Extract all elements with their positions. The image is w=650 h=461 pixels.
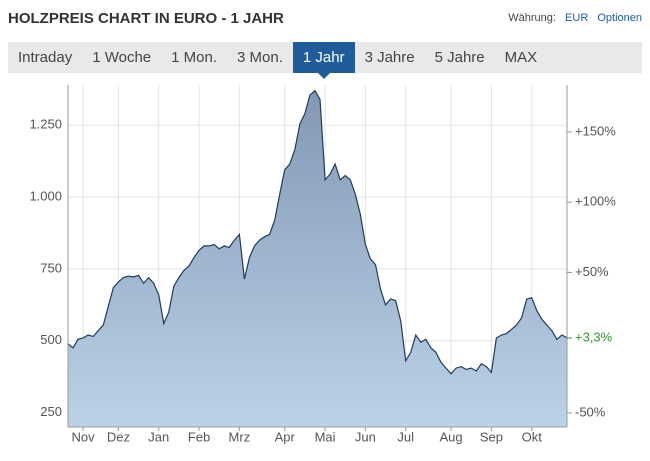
y-tick-label: 500 bbox=[40, 332, 62, 347]
x-tick-label: Jul bbox=[397, 429, 414, 444]
area bbox=[68, 90, 567, 427]
x-tick-label: Mrz bbox=[229, 429, 251, 444]
options-bar: Währung: EUR Optionen bbox=[502, 12, 642, 24]
y2-tick-label: -50% bbox=[575, 404, 606, 419]
line bbox=[67, 89, 568, 375]
y-tick-label: 1.250 bbox=[29, 117, 62, 132]
tab[interactable]: 3 Jahre bbox=[364, 49, 415, 66]
tab[interactable]: Intraday bbox=[18, 49, 73, 66]
x-tick-label: Dez bbox=[107, 429, 130, 444]
tab-bar: Intraday 1 Woche 1 Mon. 3 Mon. 1 Jahr 3 Jahre… bbox=[8, 42, 642, 79]
x-tick-label: Feb bbox=[188, 429, 210, 444]
y-tick-label: 1.000 bbox=[29, 189, 62, 204]
x-tick-label: Nov bbox=[72, 429, 96, 444]
tab[interactable]: 1 Jahr bbox=[292, 42, 355, 79]
x-tick-label: Mai bbox=[315, 429, 336, 444]
y-tick-label: 250 bbox=[40, 404, 62, 419]
options-link[interactable]: Optionen bbox=[597, 12, 642, 24]
y-tick-label: 750 bbox=[40, 260, 62, 275]
title: HOLZPREIS CHART IN EURO - 1 JAHR bbox=[8, 10, 284, 27]
current-change-label: +3,3% bbox=[575, 329, 613, 344]
x-tick-label: Aug bbox=[440, 429, 463, 444]
y2-tick-label: +100% bbox=[575, 194, 616, 209]
x-tick-label: Okt bbox=[522, 429, 543, 444]
currency-label: Währung: bbox=[508, 12, 556, 24]
tab[interactable]: 1 Mon. bbox=[171, 49, 217, 66]
tab[interactable]: 3 Mon. bbox=[237, 49, 283, 66]
x-tick-label: Sep bbox=[480, 429, 503, 444]
currency[interactable]: EUR bbox=[565, 12, 589, 24]
tab[interactable]: 5 Jahre bbox=[434, 49, 485, 66]
x-tick-label: Jan bbox=[148, 429, 169, 444]
x-tick-label: Jun bbox=[355, 429, 376, 444]
tab[interactable]: MAX bbox=[504, 49, 538, 66]
y2-tick-label: +50% bbox=[575, 264, 609, 279]
x-tick-label: Apr bbox=[275, 429, 296, 444]
y2-tick-label: +150% bbox=[575, 123, 616, 138]
tab[interactable]: 1 Woche bbox=[92, 49, 152, 66]
